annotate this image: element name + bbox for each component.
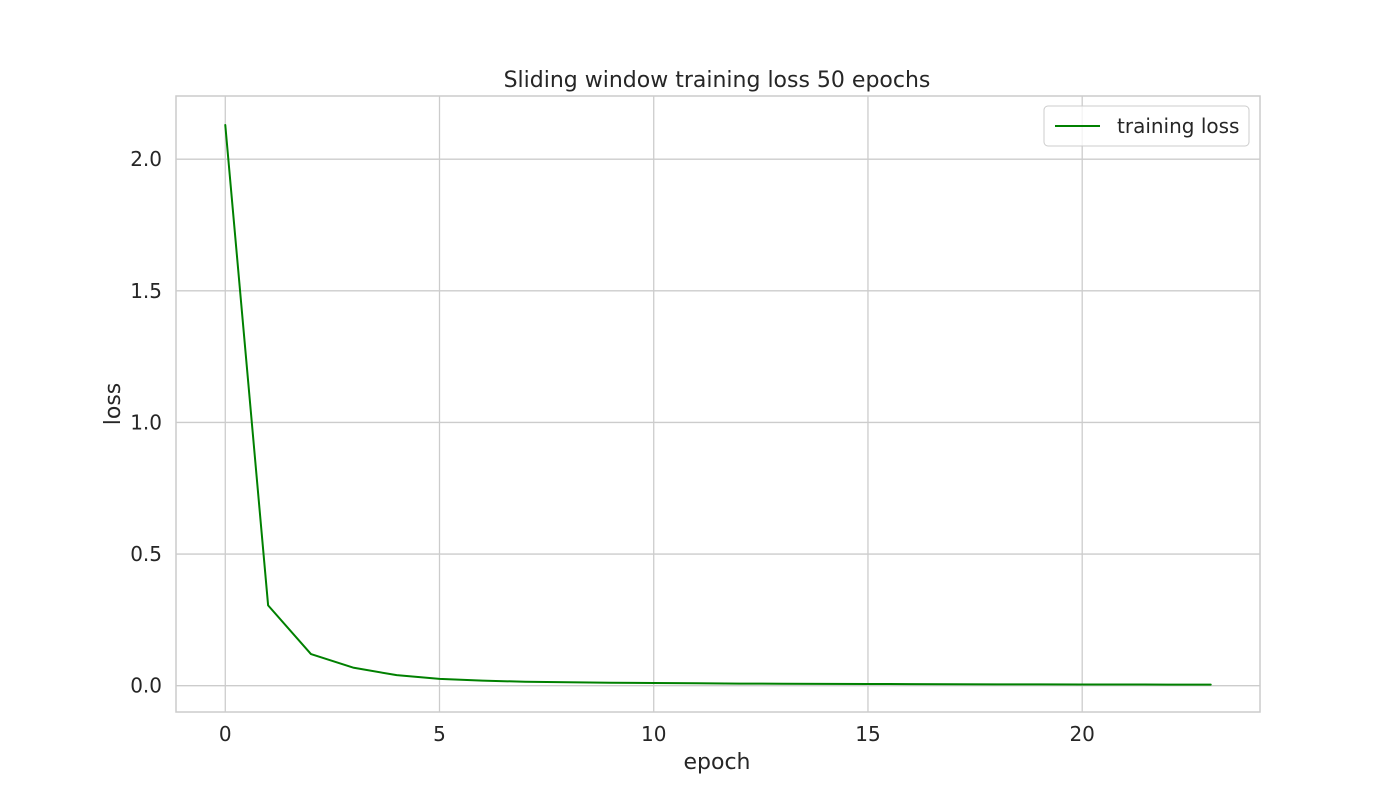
x-tick-label: 20: [1069, 722, 1094, 746]
series-layer: [225, 125, 1211, 685]
x-axis-label: epoch: [684, 750, 751, 775]
x-tick-labels: 0 5 10 15 20: [219, 722, 1095, 746]
y-tick-label: 1.5: [130, 279, 162, 303]
y-tick-label: 2.0: [130, 147, 162, 171]
chart-title: Sliding window training loss 50 epochs: [504, 68, 931, 93]
y-axis-label: loss: [101, 383, 126, 426]
y-tick-labels: 0.0 0.5 1.0 1.5 2.0: [130, 147, 162, 697]
x-tick-label: 15: [855, 722, 880, 746]
x-tick-label: 10: [641, 722, 666, 746]
legend: training loss: [1044, 106, 1249, 146]
plot-area-frame: [176, 96, 1260, 712]
legend-label: training loss: [1117, 114, 1239, 138]
y-tick-label: 0.0: [130, 674, 162, 698]
y-tick-label: 0.5: [130, 542, 162, 566]
x-tick-label: 5: [433, 722, 446, 746]
y-tick-label: 1.0: [130, 410, 162, 434]
x-tick-label: 0: [219, 722, 232, 746]
grid-layer: [176, 96, 1260, 712]
series-line-training-loss: [225, 125, 1210, 685]
